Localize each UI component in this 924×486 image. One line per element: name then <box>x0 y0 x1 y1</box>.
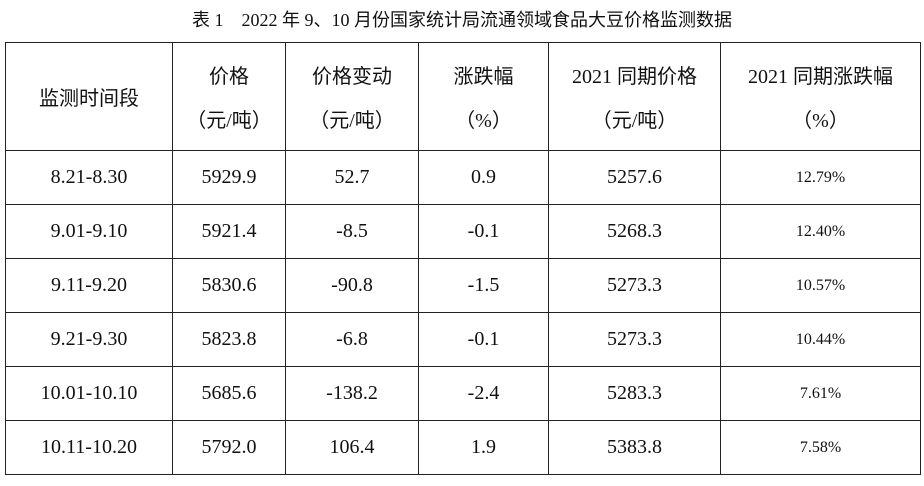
table-cell: 5792.0 <box>172 420 286 475</box>
table-cell: -6.8 <box>285 312 419 367</box>
table-cell: -0.1 <box>418 312 549 367</box>
table-cell: -138.2 <box>285 366 419 421</box>
header-name: 2021 同期涨跌幅 <box>748 65 893 88</box>
table-cell: 10.01-10.10 <box>5 366 173 421</box>
table-cell: 5273.3 <box>548 258 721 313</box>
table-cell: 5823.8 <box>172 312 286 367</box>
table-cell: 5685.6 <box>172 366 286 421</box>
table-cell: 7.61% <box>720 366 921 421</box>
table-cell: 1.9 <box>418 420 549 475</box>
table-cell: 5257.6 <box>548 150 721 205</box>
table-cell: 10.11-10.20 <box>5 420 173 475</box>
table-cell: 9.21-9.30 <box>5 312 173 367</box>
table-cell: -2.4 <box>418 366 549 421</box>
header-unit: （元/吨） <box>591 109 678 132</box>
table-cell: 10.44% <box>720 312 921 367</box>
table-cell: 5830.6 <box>172 258 286 313</box>
table-row: 10.01-10.10 5685.6 -138.2 -2.4 5283.3 7.61% <box>5 366 921 421</box>
table-cell: 5283.3 <box>548 366 721 421</box>
table-cell: -0.1 <box>418 204 549 259</box>
table-cell: 106.4 <box>285 420 419 475</box>
table-cell: 5383.8 <box>548 420 721 475</box>
table-cell: 5921.4 <box>172 204 286 259</box>
table-cell: 12.79% <box>720 150 921 205</box>
header-unit: （元/吨） <box>309 109 395 132</box>
header-cell: 涨跌幅 （%） <box>418 42 549 151</box>
header-cell: 2021 同期涨跌幅 （%） <box>720 42 921 151</box>
header-cell: 2021 同期价格 （元/吨） <box>548 42 721 151</box>
header-name: 价格变动 <box>312 65 392 88</box>
table-cell: 5268.3 <box>548 204 721 259</box>
table-row: 8.21-8.30 5929.9 52.7 0.9 5257.6 12.79% <box>5 150 921 205</box>
header-name: 2021 同期价格 <box>572 65 697 88</box>
header-unit: （元/吨） <box>186 109 272 132</box>
header-name: 监测时间段 <box>39 88 139 110</box>
table-cell: 10.57% <box>720 258 921 313</box>
table-body: 8.21-8.30 5929.9 52.7 0.9 5257.6 12.79% 9.01-9… <box>5 150 921 475</box>
table-cell: 52.7 <box>285 150 419 205</box>
header-row: 监测时间段 价格 （元/吨） 价格变动 （元/吨） 涨跌幅 （%） 2021 同期价格 （元/吨… <box>5 42 921 151</box>
table-cell: 9.01-9.10 <box>5 204 173 259</box>
header-cell: 价格变动 （元/吨） <box>285 42 419 151</box>
table-row: 9.11-9.20 5830.6 -90.8 -1.5 5273.3 10.57% <box>5 258 921 313</box>
table-row: 9.01-9.10 5921.4 -8.5 -0.1 5268.3 12.40% <box>5 204 921 259</box>
table-cell: -90.8 <box>285 258 419 313</box>
header-unit: （%） <box>455 109 512 132</box>
table-row: 9.21-9.30 5823.8 -6.8 -0.1 5273.3 10.44% <box>5 312 921 367</box>
data-table: 监测时间段 价格 （元/吨） 价格变动 （元/吨） 涨跌幅 （%） 2021 同期价格 （元/吨… <box>5 42 921 475</box>
table-row: 10.11-10.20 5792.0 106.4 1.9 5383.8 7.58% <box>5 420 921 475</box>
table-cell: 5929.9 <box>172 150 286 205</box>
table-cell: -8.5 <box>285 204 419 259</box>
table-title: 表 1 2022 年 9、10 月份国家统计局流通领域食品大豆价格监测数据 <box>192 10 732 30</box>
table-cell: 7.58% <box>720 420 921 475</box>
table-cell: 8.21-8.30 <box>5 150 173 205</box>
table-cell: 12.40% <box>720 204 921 259</box>
header-cell: 价格 （元/吨） <box>172 42 286 151</box>
table-cell: 9.11-9.20 <box>5 258 173 313</box>
table-cell: 5273.3 <box>548 312 721 367</box>
table-cell: 0.9 <box>418 150 549 205</box>
header-unit: （%） <box>792 109 849 132</box>
header-name: 价格 <box>209 65 249 88</box>
table-cell: -1.5 <box>418 258 549 313</box>
header-name: 涨跌幅 <box>453 65 514 88</box>
header-cell: 监测时间段 <box>5 42 173 151</box>
